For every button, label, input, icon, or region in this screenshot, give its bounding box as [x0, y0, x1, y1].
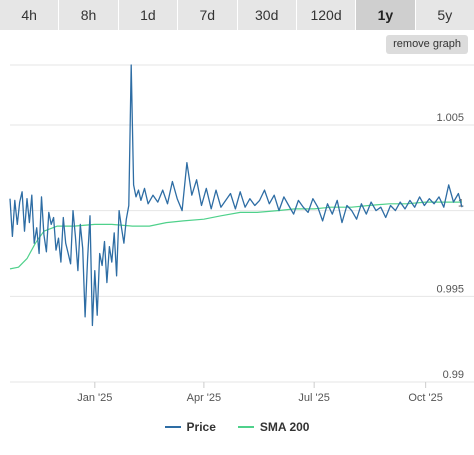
- legend-label-price: Price: [186, 420, 216, 434]
- remove-graph-button[interactable]: remove graph: [386, 35, 468, 54]
- legend-swatch-price: [164, 426, 181, 428]
- y-tick-label: 0.995: [436, 283, 464, 295]
- tab-4h[interactable]: 4h: [0, 0, 59, 30]
- grid-lines: [10, 64, 474, 383]
- legend-label-sma: SMA 200: [259, 420, 310, 434]
- x-tick-label: Jan '25: [77, 392, 112, 404]
- tab-120d[interactable]: 120d: [296, 0, 356, 30]
- x-axis-ticks: Jan '25 Apr '25 Jul '25 Oct '25: [77, 382, 443, 404]
- chart-legend: Price SMA 200: [0, 420, 474, 434]
- series-line-sma: [9, 201, 462, 270]
- y-tick-label: 0.99: [443, 369, 464, 381]
- legend-swatch-sma: [237, 426, 254, 428]
- x-tick-label: Apr '25: [187, 392, 222, 404]
- tab-30d[interactable]: 30d: [237, 0, 296, 30]
- tab-1y[interactable]: 1y: [356, 0, 415, 30]
- tab-5y[interactable]: 5y: [415, 0, 474, 30]
- timeframe-tabs: 4h 8h 1d 7d 30d 120d 1y 5y: [0, 0, 474, 30]
- legend-item-sma[interactable]: SMA 200: [237, 420, 310, 434]
- x-tick-label: Jul '25: [298, 392, 329, 404]
- tab-1d[interactable]: 1d: [118, 0, 178, 30]
- tab-7d[interactable]: 7d: [178, 0, 237, 30]
- series-line-price: [9, 64, 463, 327]
- legend-item-price[interactable]: Price: [164, 420, 216, 434]
- x-tick-label: Oct '25: [408, 392, 443, 404]
- series-lines: [9, 64, 463, 327]
- tab-8h[interactable]: 8h: [59, 0, 118, 30]
- y-tick-label: 1.005: [436, 112, 464, 124]
